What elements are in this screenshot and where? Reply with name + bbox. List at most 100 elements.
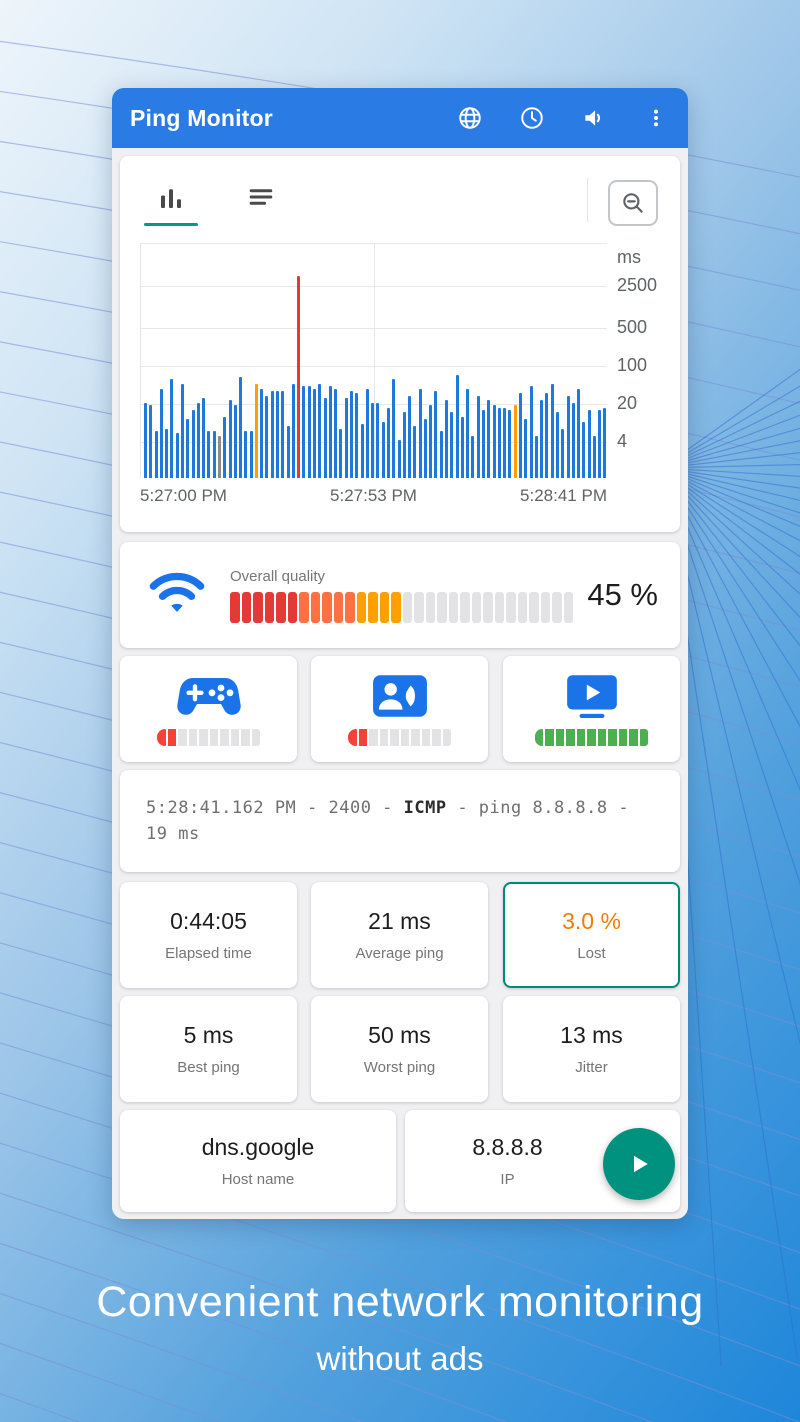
ping-bar	[545, 393, 549, 478]
progress-segment	[348, 728, 357, 746]
y-tick: ms	[617, 247, 641, 268]
host-name-card[interactable]: dns.google Host name	[120, 1110, 396, 1212]
ping-bar	[455, 374, 459, 478]
tab-chart-view[interactable]	[140, 170, 202, 226]
stat-value: 50 ms	[368, 1022, 431, 1048]
volume-icon[interactable]	[580, 104, 608, 132]
ping-bar	[402, 412, 406, 478]
ping-bar	[265, 395, 269, 478]
progress-segment	[555, 728, 565, 746]
last-ping-log: 5:28:41.162 PM - 2400 - ICMP - ping 8.8.…	[146, 798, 630, 844]
progress-segment	[230, 728, 239, 746]
progress-segment	[241, 728, 250, 746]
progress-segment	[368, 591, 378, 623]
ping-bar	[524, 419, 528, 478]
video-call-card[interactable]	[311, 656, 488, 762]
progress-segment	[199, 728, 208, 746]
ping-bar	[249, 431, 253, 478]
ping-bar	[518, 393, 522, 478]
y-tick: 20	[617, 392, 638, 413]
ping-bar	[355, 393, 359, 478]
stat-best-ping[interactable]: 5 ms Best ping	[120, 996, 297, 1102]
ping-bar	[497, 407, 501, 478]
ping-bar	[149, 405, 153, 478]
ping-bar	[492, 405, 496, 478]
ping-bar	[196, 402, 200, 478]
ping-bar	[445, 400, 449, 478]
ping-bar	[471, 435, 475, 478]
progress-segment	[379, 728, 388, 746]
progress-segment	[517, 591, 527, 623]
progress-segment	[287, 591, 297, 623]
ping-bar	[592, 435, 596, 478]
x-tick: 5:27:53 PM	[330, 486, 417, 505]
view-tabs	[140, 170, 292, 226]
ping-bar	[191, 409, 195, 478]
ping-bar	[276, 391, 280, 478]
progress-segment	[251, 728, 260, 746]
ping-bar	[529, 386, 533, 478]
x-axis-labels: 5:27:00 PM 5:27:53 PM 5:28:41 PM	[140, 486, 607, 510]
gaming-card[interactable]	[120, 656, 297, 762]
ping-bar	[323, 398, 327, 478]
progress-segment	[534, 728, 544, 746]
progress-segment	[425, 591, 435, 623]
progress-segment	[639, 728, 649, 746]
progress-segment	[506, 591, 516, 623]
progress-segment	[333, 591, 343, 623]
ping-bar	[566, 395, 570, 478]
ping-bar	[165, 428, 169, 478]
progress-segment	[345, 591, 355, 623]
stat-elapsed-time[interactable]: 0:44:05 Elapsed time	[120, 882, 297, 988]
ping-bar	[328, 386, 332, 478]
menu-icon[interactable]	[642, 104, 670, 132]
ping-bar	[487, 400, 491, 478]
ping-bar	[233, 405, 237, 478]
progress-segment	[402, 591, 412, 623]
start-ping-button[interactable]	[603, 1128, 675, 1200]
ping-bar	[561, 428, 565, 478]
progress-segment	[241, 591, 251, 623]
progress-segment	[529, 591, 539, 623]
streaming-quality-bar	[534, 728, 649, 746]
ping-bar	[286, 426, 290, 478]
stat-lost[interactable]: 3.0 % Lost	[503, 882, 680, 988]
progress-segment	[188, 728, 197, 746]
tagline-line2: without ads	[316, 1340, 484, 1377]
y-tick: 2500	[617, 275, 658, 295]
host-name-value: dns.google	[201, 1134, 315, 1160]
video-call-quality-bar	[348, 728, 451, 746]
ping-bar	[307, 386, 311, 478]
x-tick: 5:28:41 PM	[520, 486, 607, 505]
globe-icon[interactable]	[456, 104, 484, 132]
streaming-card[interactable]	[503, 656, 680, 762]
progress-segment	[629, 728, 638, 746]
progress-segment	[264, 591, 274, 623]
ping-bar	[207, 431, 211, 478]
zoom-out-button[interactable]	[608, 180, 658, 226]
stat-worst-ping[interactable]: 50 ms Worst ping	[311, 996, 488, 1102]
ping-bar	[386, 407, 390, 478]
history-icon[interactable]	[518, 104, 546, 132]
host-name-label: Host name	[221, 1171, 295, 1188]
ping-bar	[413, 426, 417, 478]
ping-bar	[429, 405, 433, 478]
progress-segment	[167, 728, 176, 746]
progress-segment	[576, 728, 586, 746]
ping-bar	[587, 409, 591, 478]
ping-bar	[223, 416, 227, 478]
ping-bar	[408, 395, 412, 478]
ping-bar-chart[interactable]	[140, 243, 607, 478]
progress-segment	[369, 728, 378, 746]
tv-play-icon	[566, 674, 617, 718]
progress-segment	[358, 728, 367, 746]
progress-segment	[390, 728, 399, 746]
progress-segment	[310, 591, 320, 623]
ping-bar	[392, 379, 396, 478]
tab-log-view[interactable]	[230, 170, 292, 226]
ping-bar	[450, 412, 454, 478]
stat-average-ping[interactable]: 21 ms Average ping	[311, 882, 488, 988]
ping-bar	[344, 398, 348, 478]
ping-bar	[302, 386, 306, 478]
stat-jitter[interactable]: 13 ms Jitter	[503, 996, 680, 1102]
